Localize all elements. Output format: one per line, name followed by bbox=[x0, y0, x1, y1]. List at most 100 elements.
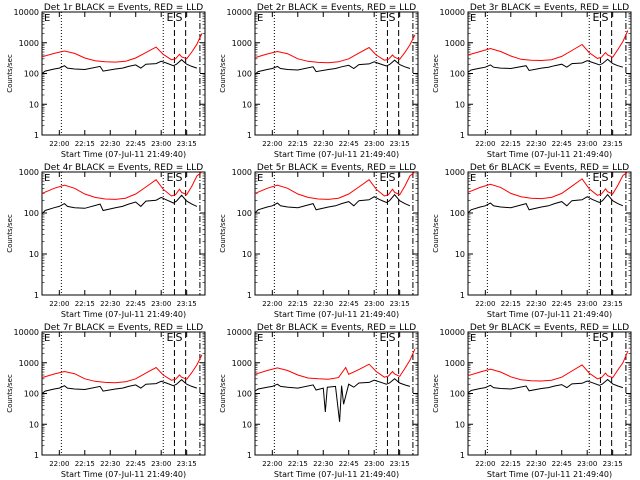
y-tick-label: 10 bbox=[455, 250, 465, 259]
y-tick-label: 100 bbox=[237, 209, 252, 218]
x-tick-label: 22:30 bbox=[526, 460, 546, 468]
y-tick-label: 100 bbox=[237, 70, 252, 79]
annotation-S: S bbox=[388, 171, 395, 184]
plot-title: Det 9r BLACK = Events, RED = LLD bbox=[470, 323, 629, 333]
annotation-S: S bbox=[601, 331, 608, 344]
y-tick-label: 1 bbox=[247, 451, 252, 460]
y-axis-label: Counts/sec bbox=[219, 374, 227, 413]
y-tick-label: 10000 bbox=[227, 328, 252, 337]
x-tick-label: 22:15 bbox=[501, 140, 521, 148]
x-tick-label: 22:45 bbox=[126, 460, 146, 468]
y-axis-label: Counts/sec bbox=[219, 54, 227, 93]
y-tick-label: 100 bbox=[24, 390, 39, 399]
annotation-S: S bbox=[601, 171, 608, 184]
plot-title: Det 4r BLACK = Events, RED = LLD bbox=[44, 163, 203, 173]
y-tick-label: 1000 bbox=[19, 39, 39, 48]
x-axis-label: Start Time (07-Jul-11 21:49:40) bbox=[274, 150, 399, 159]
y-axis-label: Counts/sec bbox=[219, 214, 227, 253]
x-tick-label: 23:00 bbox=[151, 460, 171, 468]
y-tick-label: 1000 bbox=[445, 168, 465, 177]
y-tick-label: 10 bbox=[29, 420, 39, 429]
x-tick-label: 23:00 bbox=[151, 300, 171, 308]
detector-plot-8: Det 8r BLACK = Events, RED = LLD Start Ti… bbox=[219, 323, 419, 479]
x-tick-label: 23:00 bbox=[364, 300, 384, 308]
y-tick-label: 1 bbox=[34, 451, 39, 460]
y-tick-label: 1 bbox=[460, 451, 465, 460]
plot-title: Det 6r BLACK = Events, RED = LLD bbox=[470, 163, 629, 173]
x-tick-label: 23:15 bbox=[177, 300, 197, 308]
y-tick-label: 1000 bbox=[445, 359, 465, 368]
annotation-E: E bbox=[379, 11, 386, 24]
annotation-E: E bbox=[470, 173, 476, 184]
x-tick-label: 22:45 bbox=[339, 460, 359, 468]
plot-frame bbox=[41, 331, 206, 456]
events-series-line bbox=[254, 193, 411, 214]
annotation-E: E bbox=[470, 333, 476, 344]
x-tick-label: 22:15 bbox=[501, 460, 521, 468]
annotation-S: S bbox=[175, 171, 182, 184]
y-tick-label: 10 bbox=[455, 420, 465, 429]
detector-plot-7: Det 7r BLACK = Events, RED = LLD Start Ti… bbox=[6, 323, 206, 479]
y-tick-label: 1000 bbox=[19, 168, 39, 177]
x-tick-label: 22:15 bbox=[501, 300, 521, 308]
x-tick-label: 23:15 bbox=[390, 460, 410, 468]
annotation-E: E bbox=[379, 171, 386, 184]
detector-plot-9: Det 9r BLACK = Events, RED = LLD Start Ti… bbox=[432, 323, 632, 479]
plot-title: Det 8r BLACK = Events, RED = LLD bbox=[257, 323, 416, 333]
annotation-E: E bbox=[166, 171, 173, 184]
x-tick-label: 23:00 bbox=[577, 140, 597, 148]
y-tick-label: 1000 bbox=[232, 39, 252, 48]
y-tick-label: 10000 bbox=[227, 8, 252, 17]
x-tick-label: 22:45 bbox=[339, 300, 359, 308]
x-tick-label: 22:15 bbox=[288, 300, 308, 308]
plot-frame bbox=[254, 171, 419, 296]
y-axis-label: Counts/sec bbox=[6, 374, 14, 413]
x-tick-label: 23:15 bbox=[390, 140, 410, 148]
x-tick-label: 23:00 bbox=[151, 140, 171, 148]
x-tick-label: 22:30 bbox=[100, 460, 120, 468]
x-tick-label: 23:00 bbox=[577, 460, 597, 468]
lld-series-line bbox=[254, 34, 416, 64]
x-axis-label: Start Time (07-Jul-11 21:49:40) bbox=[274, 310, 399, 319]
y-tick-label: 100 bbox=[450, 390, 465, 399]
y-tick-label: 100 bbox=[237, 390, 252, 399]
x-tick-label: 22:30 bbox=[313, 300, 333, 308]
y-tick-label: 10 bbox=[242, 100, 252, 109]
plot-frame bbox=[254, 11, 419, 136]
y-tick-label: 10000 bbox=[440, 8, 465, 17]
events-series-line bbox=[467, 193, 624, 214]
annotation-S: S bbox=[388, 331, 395, 344]
x-tick-label: 22:00 bbox=[49, 460, 69, 468]
annotation-E: E bbox=[257, 173, 263, 184]
y-tick-label: 1000 bbox=[19, 359, 39, 368]
y-tick-label: 10 bbox=[242, 250, 252, 259]
x-tick-label: 22:30 bbox=[100, 140, 120, 148]
annotation-S: S bbox=[175, 331, 182, 344]
x-tick-label: 23:15 bbox=[603, 460, 623, 468]
annotation-E: E bbox=[44, 333, 50, 344]
x-tick-label: 22:00 bbox=[475, 140, 495, 148]
plot-frame bbox=[41, 11, 206, 136]
detector-plot-2: Det 2r BLACK = Events, RED = LLD Start Ti… bbox=[219, 3, 419, 159]
x-axis-label: Start Time (07-Jul-11 21:49:40) bbox=[61, 470, 186, 479]
x-tick-label: 22:15 bbox=[75, 460, 95, 468]
x-axis-label: Start Time (07-Jul-11 21:49:40) bbox=[61, 150, 186, 159]
annotation-S: S bbox=[175, 11, 182, 24]
x-tick-label: 22:15 bbox=[75, 140, 95, 148]
annotation-E: E bbox=[166, 331, 173, 344]
y-tick-label: 10000 bbox=[14, 8, 39, 17]
x-tick-label: 22:45 bbox=[552, 140, 572, 148]
plot-title: Det 1r BLACK = Events, RED = LLD bbox=[44, 3, 203, 13]
x-tick-label: 22:30 bbox=[313, 460, 333, 468]
y-tick-label: 10 bbox=[29, 100, 39, 109]
x-axis-label: Start Time (07-Jul-11 21:49:40) bbox=[487, 470, 612, 479]
annotation-E: E bbox=[379, 331, 386, 344]
x-tick-label: 22:30 bbox=[100, 300, 120, 308]
events-series-line bbox=[41, 59, 198, 74]
y-tick-label: 1 bbox=[247, 291, 252, 300]
x-tick-label: 22:45 bbox=[552, 460, 572, 468]
x-tick-label: 22:30 bbox=[526, 140, 546, 148]
lld-series-line bbox=[41, 171, 203, 200]
annotation-E: E bbox=[470, 13, 476, 24]
x-axis-label: Start Time (07-Jul-11 21:49:40) bbox=[487, 310, 612, 319]
